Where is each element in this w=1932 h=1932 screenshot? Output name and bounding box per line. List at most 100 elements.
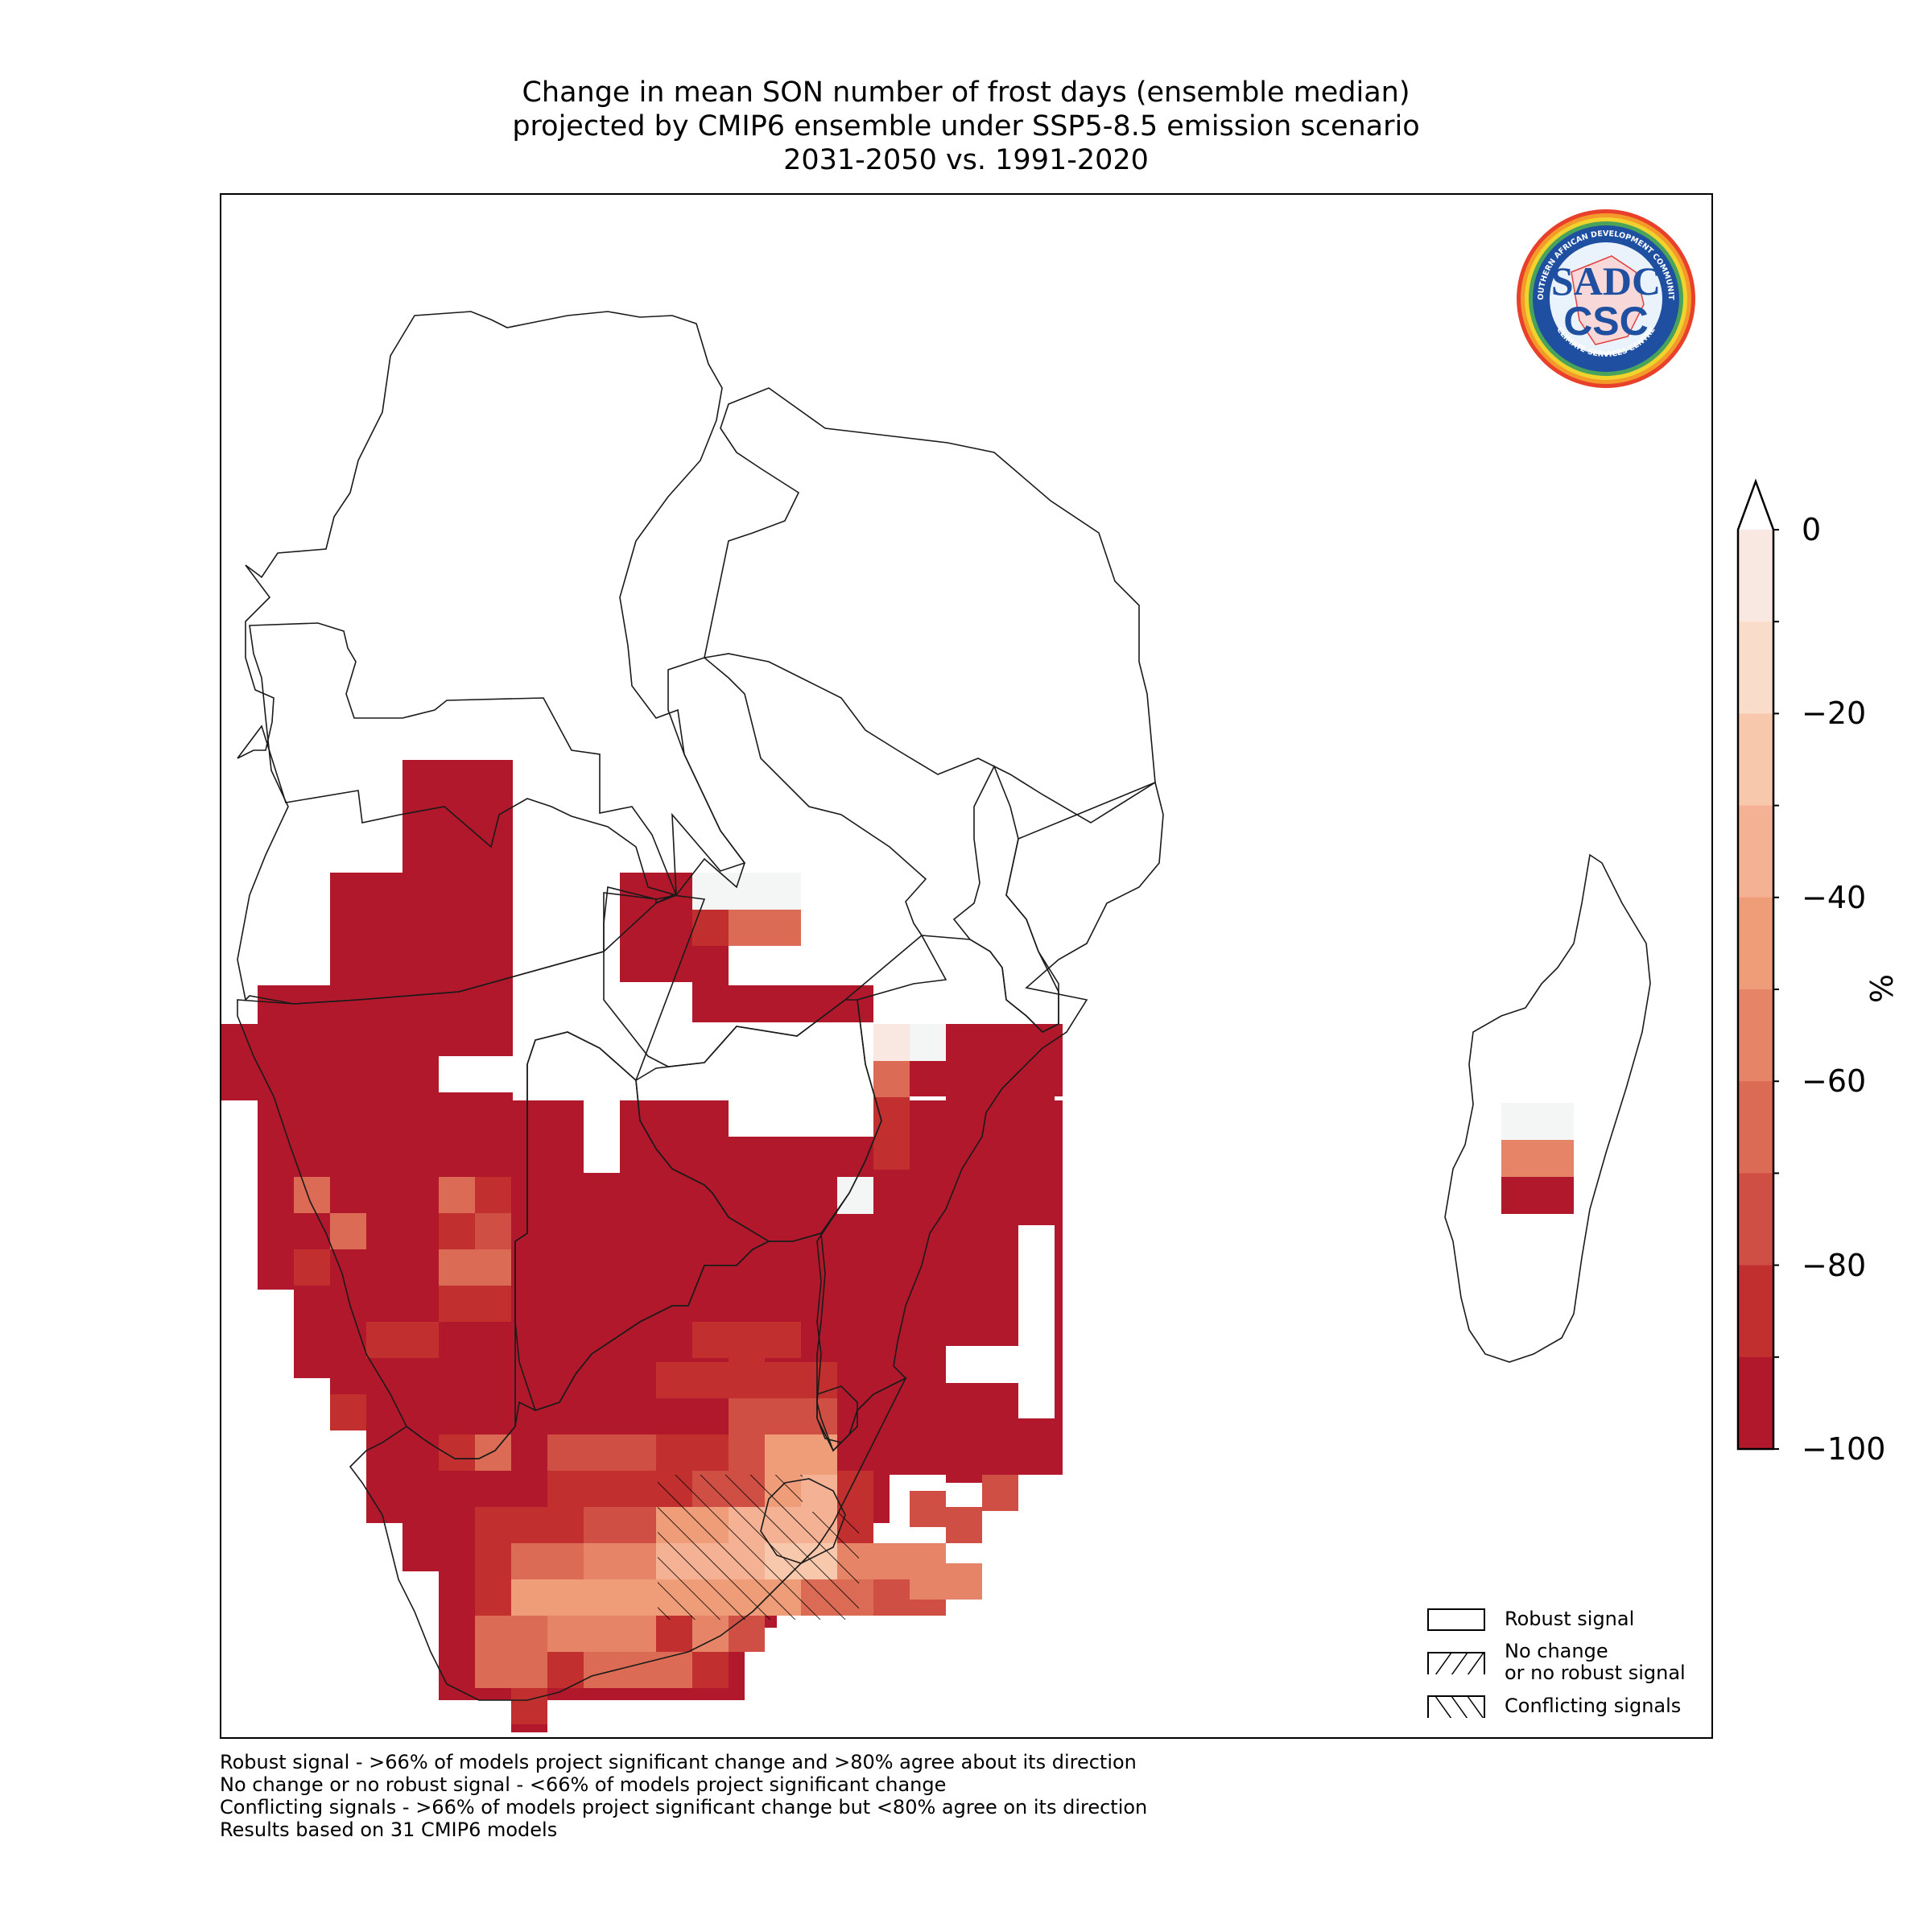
grid-cell bbox=[837, 1177, 873, 1214]
colorbar-segment bbox=[1738, 1265, 1773, 1358]
grid-cell bbox=[982, 1475, 1018, 1511]
grid-cell bbox=[547, 1616, 656, 1652]
grid-cell bbox=[1501, 1103, 1574, 1140]
map-title: Change in mean SON number of frost days … bbox=[0, 76, 1932, 177]
hatch-no-robust-signal bbox=[658, 1475, 859, 1620]
legend-swatch-no-change bbox=[1427, 1652, 1485, 1674]
grid-cell bbox=[910, 1563, 982, 1600]
colorbar-segment bbox=[1738, 1081, 1773, 1174]
colorbar-segment bbox=[1738, 1356, 1773, 1450]
colorbar-tick-label: −100 bbox=[1802, 1431, 1886, 1467]
grid-cell bbox=[946, 1507, 982, 1543]
grid-cell bbox=[475, 1435, 511, 1471]
grid-cell bbox=[729, 1435, 765, 1471]
grid-cell bbox=[729, 1362, 765, 1398]
grid-cell bbox=[729, 1100, 873, 1137]
grid-cell bbox=[656, 1616, 692, 1652]
footnote-2: No change or no robust signal - <66% of … bbox=[220, 1773, 947, 1796]
grid-cell bbox=[475, 1213, 511, 1249]
grid-cell bbox=[294, 1249, 330, 1286]
legend-label-robust: Robust signal bbox=[1505, 1608, 1635, 1630]
title-line-2: projected by CMIP6 ensemble under SSP5-8… bbox=[512, 110, 1420, 142]
grid-cell bbox=[258, 1177, 1063, 1290]
map-panel bbox=[220, 193, 1713, 1739]
colorbar-unit-label: % bbox=[1863, 974, 1898, 1004]
grid-cell bbox=[910, 1491, 946, 1527]
grid-cell bbox=[729, 1398, 837, 1435]
grid-cell bbox=[584, 1507, 656, 1543]
title-line-1: Change in mean SON number of frost days … bbox=[522, 76, 1410, 109]
colorbar-tick-label: 0 bbox=[1802, 512, 1822, 547]
grid-cell bbox=[1501, 1140, 1574, 1177]
colorbar-segment bbox=[1738, 989, 1773, 1082]
colorbar-segment bbox=[1738, 621, 1773, 714]
colorbar-ticks bbox=[1773, 529, 1779, 1450]
footnotes: Robust signal - >66% of models project s… bbox=[220, 1751, 1147, 1841]
colorbar-segment bbox=[1738, 1173, 1773, 1266]
grid-cell bbox=[294, 1177, 330, 1213]
grid-cell bbox=[873, 1024, 910, 1061]
legend-swatch-conflicting bbox=[1427, 1695, 1485, 1718]
colorbar-segment bbox=[1738, 897, 1773, 990]
grid-cell bbox=[330, 873, 513, 993]
grid-cell bbox=[729, 910, 801, 946]
grid-cell bbox=[692, 1322, 801, 1358]
grid-cell bbox=[873, 1061, 910, 1097]
map-canvas bbox=[221, 311, 1651, 1732]
grid-cell bbox=[475, 1177, 511, 1213]
country-borders bbox=[237, 311, 1651, 1701]
grid-cell bbox=[1501, 1177, 1574, 1214]
colorbar-tick-label: −80 bbox=[1802, 1247, 1867, 1283]
logo-text-main: SADC bbox=[1551, 258, 1661, 303]
grid-cell bbox=[547, 1435, 656, 1471]
colorbar-segment bbox=[1738, 713, 1773, 807]
grid-cell bbox=[801, 1475, 837, 1511]
grid-cell bbox=[366, 1322, 439, 1358]
footnote-3: Conflicting signals - >66% of models pro… bbox=[220, 1796, 1148, 1818]
grid-cell bbox=[330, 1394, 366, 1430]
grid-cell bbox=[1018, 1225, 1055, 1418]
logo-text-sub: CSC bbox=[1563, 299, 1649, 344]
colorbar-tick-label: −60 bbox=[1802, 1063, 1867, 1100]
grid-cell bbox=[475, 1543, 511, 1579]
grid-cell bbox=[729, 1616, 765, 1652]
grid-cell bbox=[656, 1435, 729, 1471]
grid-cell bbox=[511, 1688, 547, 1724]
legend-label-no-change-line2: or no robust signal bbox=[1505, 1662, 1686, 1684]
grid-cell bbox=[584, 1100, 620, 1173]
grid-cell bbox=[656, 1362, 729, 1398]
grid-cell bbox=[547, 1471, 620, 1507]
grid-cell bbox=[439, 1177, 475, 1213]
grid-cell bbox=[692, 873, 801, 910]
grid-cell bbox=[910, 1024, 946, 1061]
colorbar-tick-label: −40 bbox=[1802, 879, 1867, 915]
frost-change-grid bbox=[221, 760, 1574, 1732]
grid-cell bbox=[330, 1213, 366, 1249]
grid-cell bbox=[584, 1652, 692, 1688]
grid-cell bbox=[765, 1362, 837, 1398]
grid-cell bbox=[511, 1543, 584, 1579]
sadc-csc-logo-icon: SADC CSC SOUTHERN AFRICAN DEVELOPMENT CO… bbox=[1515, 208, 1695, 388]
legend-label-no-change-line1: No change bbox=[1505, 1640, 1608, 1662]
grid-cell bbox=[258, 1100, 1063, 1177]
legend-label-conflicting: Conflicting signals bbox=[1505, 1695, 1682, 1717]
grid-cell bbox=[439, 1213, 475, 1249]
grid-cell bbox=[765, 1435, 837, 1471]
grid-cell bbox=[584, 1543, 656, 1579]
colorbar bbox=[1736, 478, 1779, 1451]
grid-cell bbox=[439, 1056, 584, 1092]
legend-label-no-change: No change or no robust signal bbox=[1505, 1641, 1686, 1684]
grid-cell bbox=[692, 1652, 729, 1688]
colorbar-segment bbox=[1738, 805, 1773, 898]
grid-cell bbox=[946, 1346, 1018, 1383]
colorbar-segments bbox=[1738, 481, 1773, 1450]
colorbar-tick-label: −20 bbox=[1802, 696, 1867, 732]
colorbar-extend-triangle bbox=[1738, 481, 1773, 530]
grid-cell bbox=[439, 1286, 511, 1322]
grid-cell bbox=[547, 1652, 584, 1688]
grid-cell bbox=[475, 1652, 547, 1688]
grid-cell bbox=[873, 1097, 910, 1170]
grid-cell bbox=[475, 1579, 511, 1616]
grid-cell bbox=[511, 1579, 620, 1616]
footnote-4: Results based on 31 CMIP6 models bbox=[220, 1818, 558, 1841]
